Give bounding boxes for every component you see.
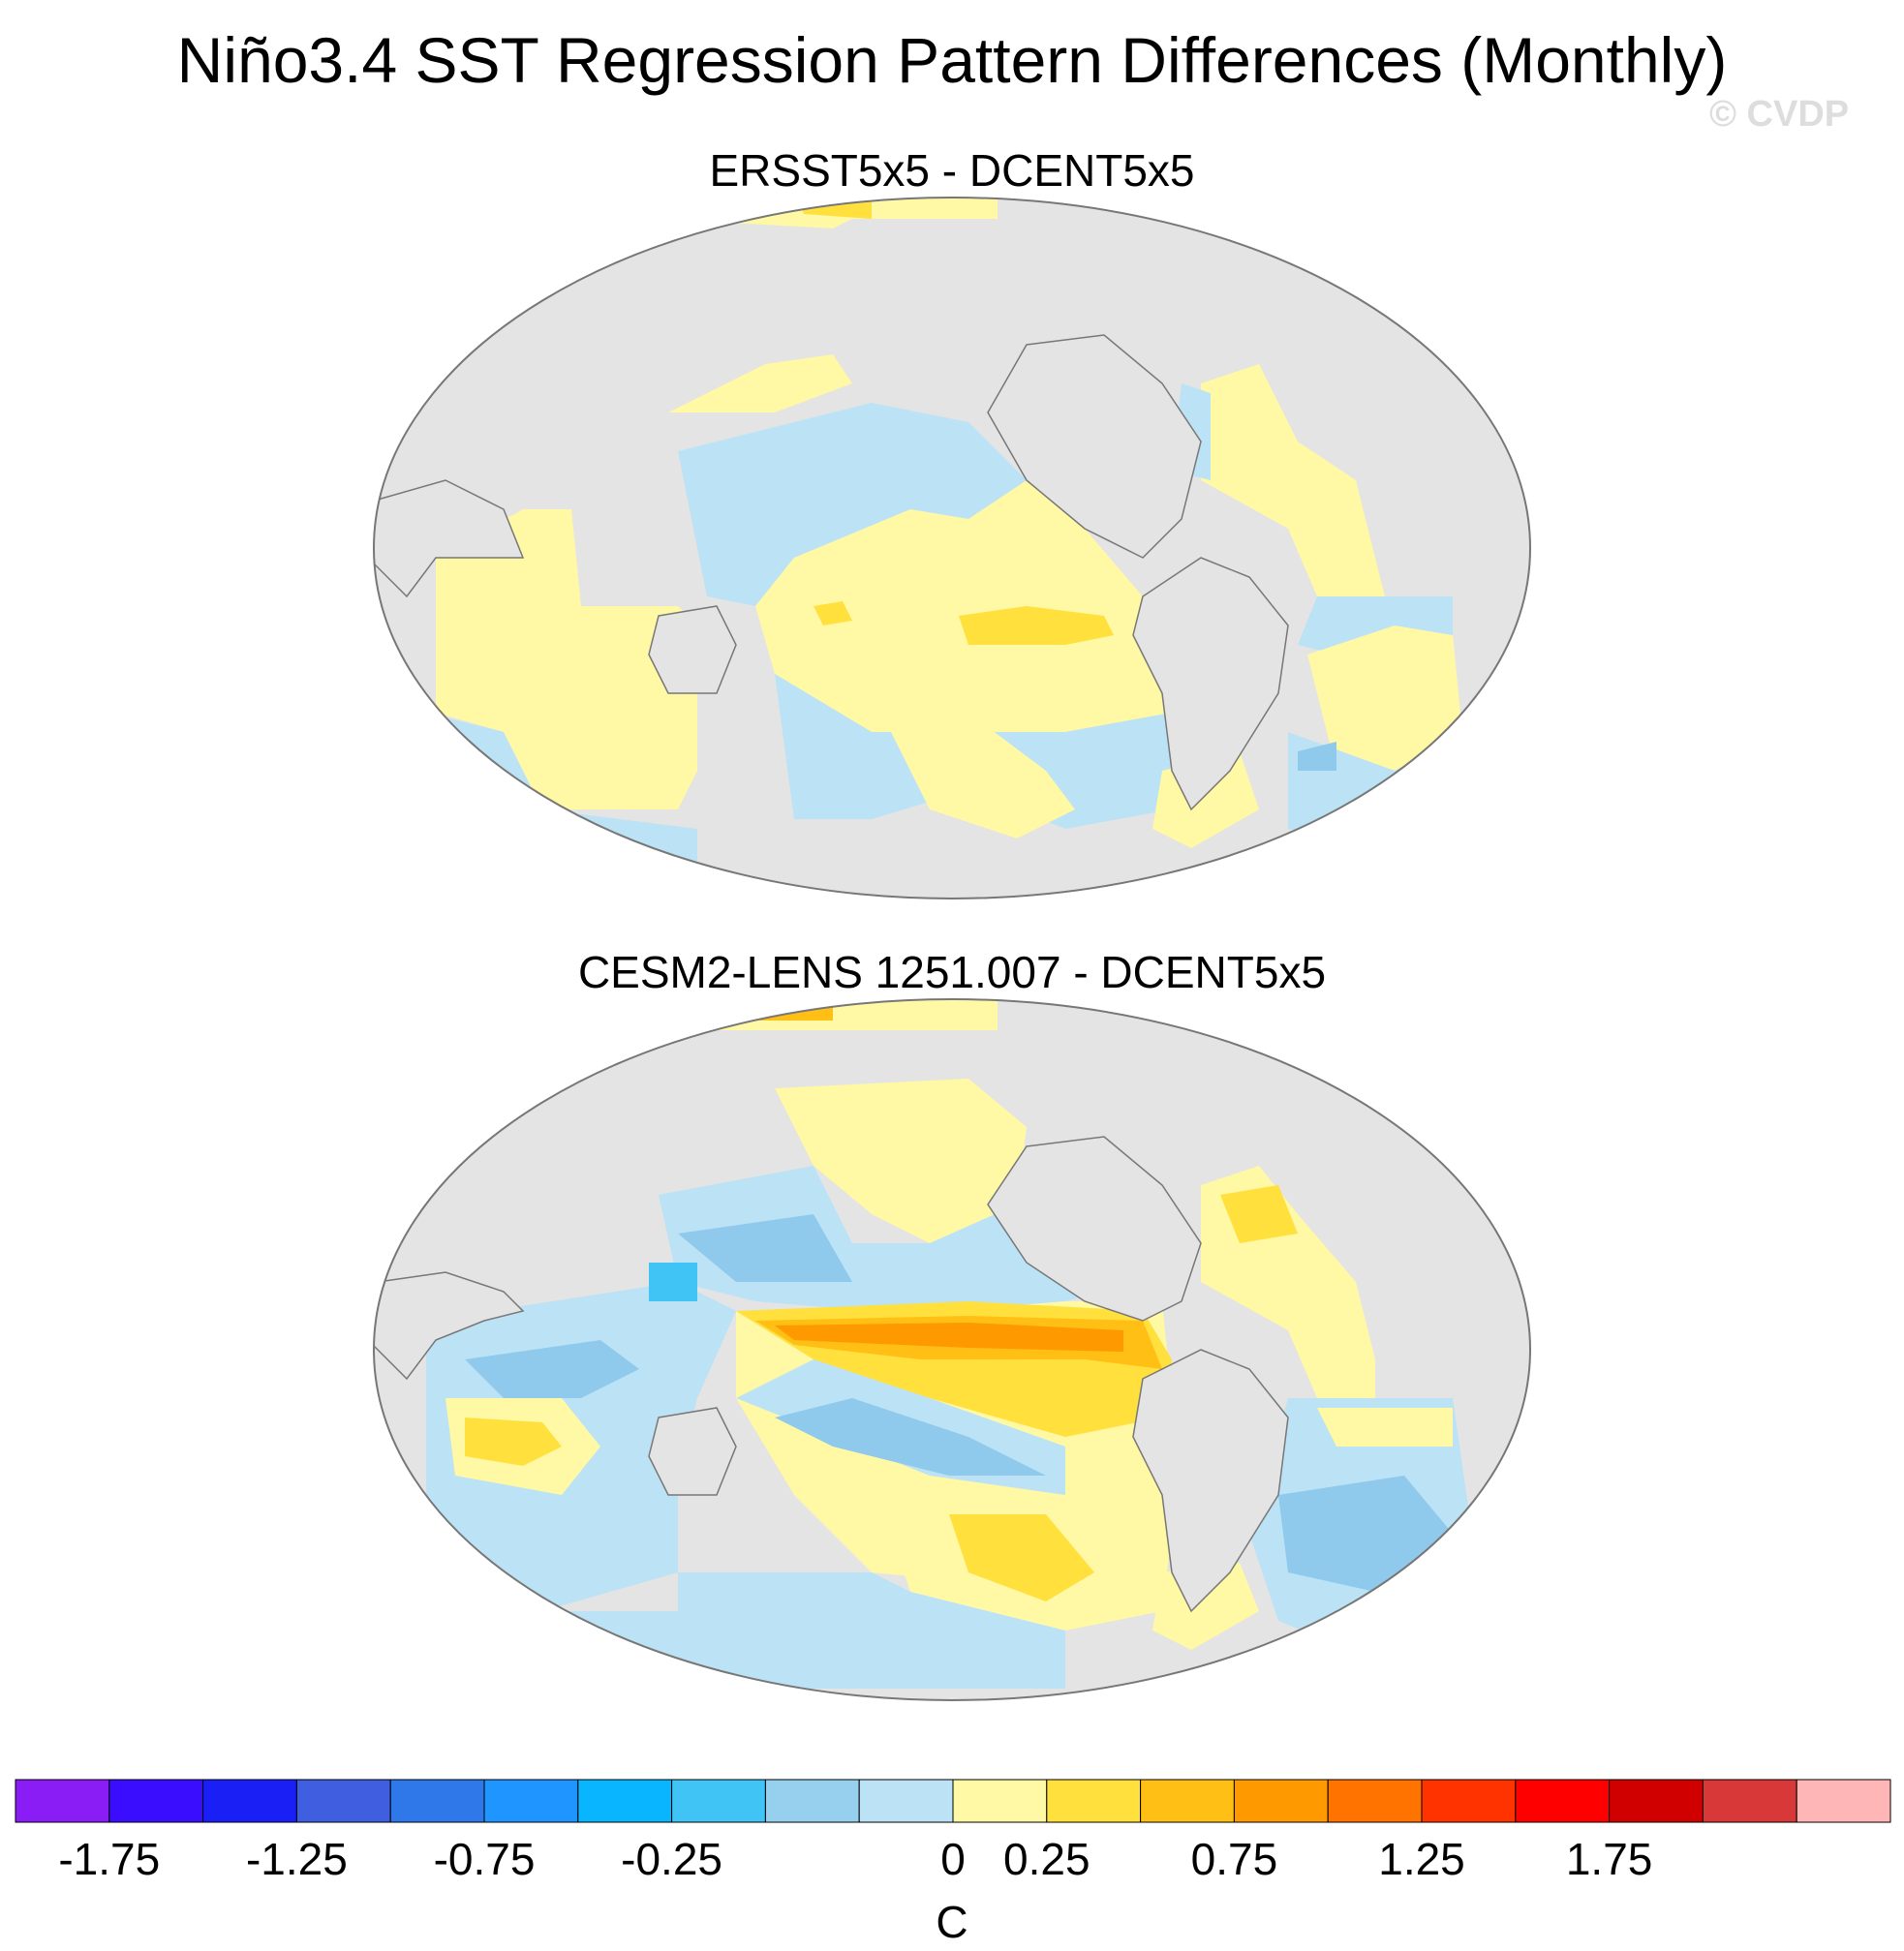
land-mass	[648, 605, 737, 694]
land-mass	[987, 1136, 1202, 1322]
colorbar-box	[1702, 1779, 1797, 1823]
colorbar-box	[108, 1779, 204, 1823]
colorbar-box	[1421, 1779, 1517, 1823]
sst-field	[465, 1418, 562, 1466]
colorbar-tick-label: 1.75	[1566, 1834, 1653, 1884]
land-mass	[374, 1271, 525, 1381]
colorbar-box	[952, 1779, 1048, 1823]
colorbar-box	[1609, 1779, 1704, 1823]
colorbar-box	[389, 1779, 485, 1823]
colorbar-box	[15, 1779, 110, 1823]
map-outline	[373, 998, 1531, 1701]
colorbar-tick-label: -1.25	[246, 1834, 348, 1884]
colorbar-box	[202, 1779, 297, 1823]
sst-field	[678, 1214, 852, 1282]
colorbar-box	[1796, 1779, 1891, 1823]
land-mass	[1132, 557, 1289, 811]
sst-field	[1220, 1185, 1298, 1243]
colorbar-box	[483, 1779, 579, 1823]
figure-title: Niño3.4 SST Regression Pattern Differenc…	[176, 24, 1728, 96]
colorbar-box	[764, 1779, 860, 1823]
colorbar-box	[1046, 1779, 1142, 1823]
sst-field	[1298, 742, 1336, 771]
sst-field	[436, 509, 697, 809]
colorbar-tick-label: 0.25	[1003, 1834, 1090, 1884]
sst-field	[1201, 364, 1385, 596]
sst-field	[1317, 1408, 1453, 1447]
colorbar-box	[671, 1779, 766, 1823]
sst-field	[949, 1514, 1094, 1601]
colorbar-box	[1140, 1779, 1235, 1823]
colorbar-tick-label: -0.75	[434, 1834, 536, 1884]
colorbar-box	[1233, 1779, 1329, 1823]
sst-field	[775, 1079, 1027, 1243]
sst-field	[1307, 625, 1462, 771]
land-mass	[374, 479, 525, 598]
sst-field	[465, 1340, 639, 1398]
colorbar-tick-label: 1.25	[1378, 1834, 1465, 1884]
colorbar-box	[577, 1779, 673, 1823]
sst-field	[775, 1398, 1046, 1476]
colorbar-box	[295, 1779, 391, 1823]
colorbar-unit-label: C	[936, 1897, 968, 1947]
colorbar: -1.75 -1.25 -0.75 -0.25 0 0.25 0.75 1.25 1.75	[15, 1779, 1891, 1884]
sst-field	[1278, 1476, 1453, 1592]
colorbar-tick-label: -0.25	[621, 1834, 722, 1884]
sst-field	[678, 1572, 1065, 1689]
sst-field	[814, 601, 852, 625]
land-mass	[648, 1407, 737, 1496]
colorbar-box	[1515, 1779, 1611, 1823]
panel-title-top: ERSST5x5 - DCENT5x5	[709, 145, 1195, 196]
colorbar-tick-label: 0.75	[1191, 1834, 1278, 1884]
colorbar-tick-label: -1.75	[58, 1834, 160, 1884]
panel-title-bottom: CESM2-LENS 1251.007 - DCENT5x5	[577, 947, 1327, 997]
map-panel-top	[373, 197, 1531, 899]
map-outline	[373, 197, 1531, 899]
sst-field	[959, 606, 1114, 645]
sst-field	[755, 999, 833, 1021]
sst-field	[668, 354, 852, 412]
sst-field	[678, 403, 1027, 606]
watermark-text: © CVDP	[1709, 94, 1850, 135]
colorbar-tick-label: 0	[940, 1834, 966, 1884]
colorbar-box	[1327, 1779, 1423, 1823]
sst-field	[891, 713, 1075, 838]
map-panel-bottom	[373, 998, 1531, 1701]
land-mass	[1132, 1349, 1289, 1613]
sst-field	[775, 1323, 1123, 1352]
sst-field	[649, 1263, 697, 1301]
sst-field	[755, 480, 1172, 732]
land-mass	[987, 334, 1202, 559]
colorbar-box	[858, 1779, 954, 1823]
